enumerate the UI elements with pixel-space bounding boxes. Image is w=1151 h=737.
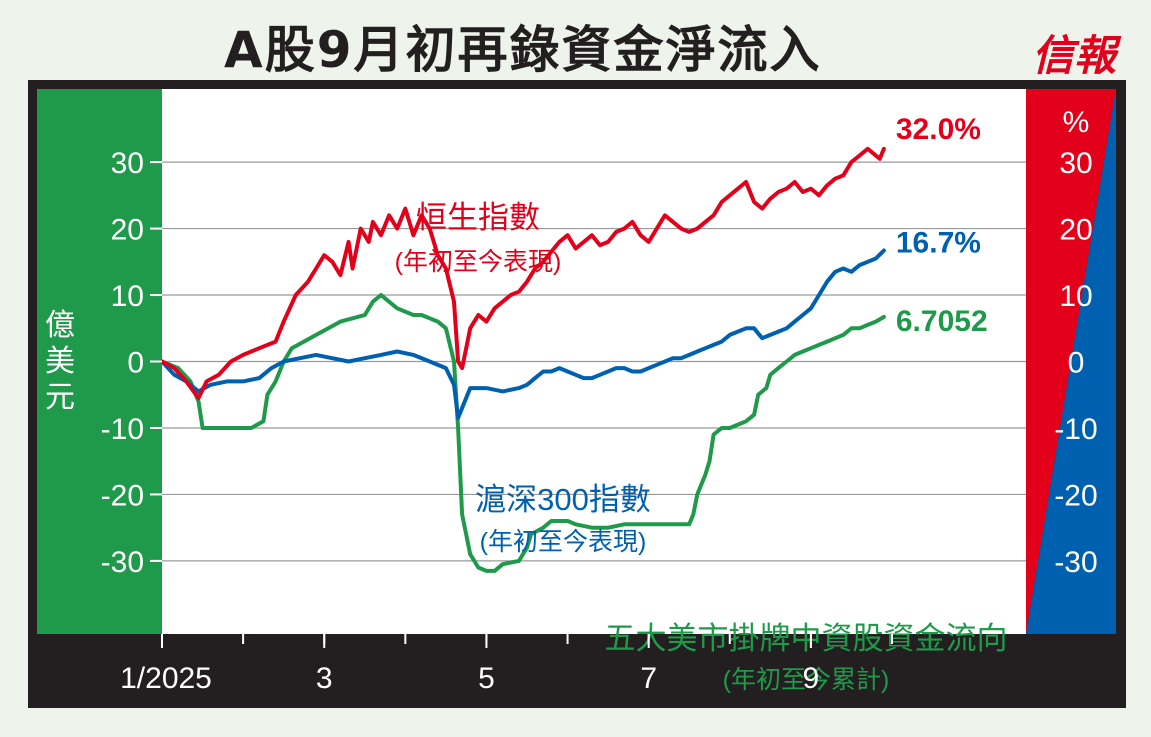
y-right-tick-label: -10	[1054, 413, 1097, 446]
series-name-label: 五大美市掛牌中資股資金流向	[605, 621, 1008, 656]
series-name-label: 滬深300指數	[475, 482, 651, 517]
series-sublabel: (年初至今累計)	[723, 666, 890, 694]
y-right-tick-label: -30	[1054, 546, 1097, 579]
series-end-value-label: 32.0%	[896, 113, 981, 146]
series-line	[160, 293, 886, 573]
y-left-tick-label: -30	[101, 546, 144, 579]
y-left-tick-label: 10	[111, 280, 144, 313]
x-tick-label: 9	[803, 662, 820, 695]
x-tick-label: 5	[478, 662, 495, 695]
left-axis-panel	[37, 89, 162, 634]
series-name-label: 恒生指數	[416, 200, 540, 235]
y-left-tick-label: -10	[101, 413, 144, 446]
series-end-value-label: 16.7%	[896, 227, 981, 260]
y-left-axis-title: 元	[45, 381, 75, 414]
y-left-axis-title: 美	[45, 345, 75, 378]
y-right-tick-label: 30	[1059, 147, 1092, 180]
chart-frame: 恒生指數 (年初至今表現) 32.0% 滬深300指數 (年初至今表現) 16.7% 五大美…	[28, 80, 1126, 708]
series-end-value-label: 6.7052	[896, 305, 988, 338]
x-tick-label: 7	[640, 662, 657, 695]
y-right-tick-label: 20	[1059, 214, 1092, 247]
y-right-tick-label: 10	[1059, 280, 1092, 313]
title-bar: A股9月初再錄資金淨流入 信報	[0, 0, 1151, 80]
y-left-tick-label: 0	[127, 347, 144, 380]
series-sublabel: (年初至今表現)	[395, 248, 562, 276]
right-axis-panel-blue	[1026, 89, 1116, 634]
x-tick-label: 1/2025	[120, 662, 212, 695]
publisher-logo: 信報	[1032, 31, 1117, 80]
series-sublabel: (年初至今表現)	[480, 528, 647, 556]
y-left-tick-label: 20	[111, 214, 144, 247]
series-line	[160, 146, 886, 401]
y-left-axis-title: 億	[45, 309, 75, 342]
y-left-tick-label: 30	[111, 147, 144, 180]
series-line	[160, 248, 886, 420]
y-right-tick-label: -20	[1054, 479, 1097, 512]
y-left-tick-label: -20	[101, 479, 144, 512]
y-right-axis-title: %	[1063, 106, 1090, 139]
x-tick-label: 3	[316, 662, 333, 695]
y-right-tick-label: 0	[1068, 347, 1085, 380]
chart-title: A股9月初再錄資金淨流入	[224, 21, 822, 79]
chart-svg: 恒生指數 (年初至今表現) 32.0% 滬深300指數 (年初至今表現) 16.7% 五大美…	[37, 89, 1116, 695]
